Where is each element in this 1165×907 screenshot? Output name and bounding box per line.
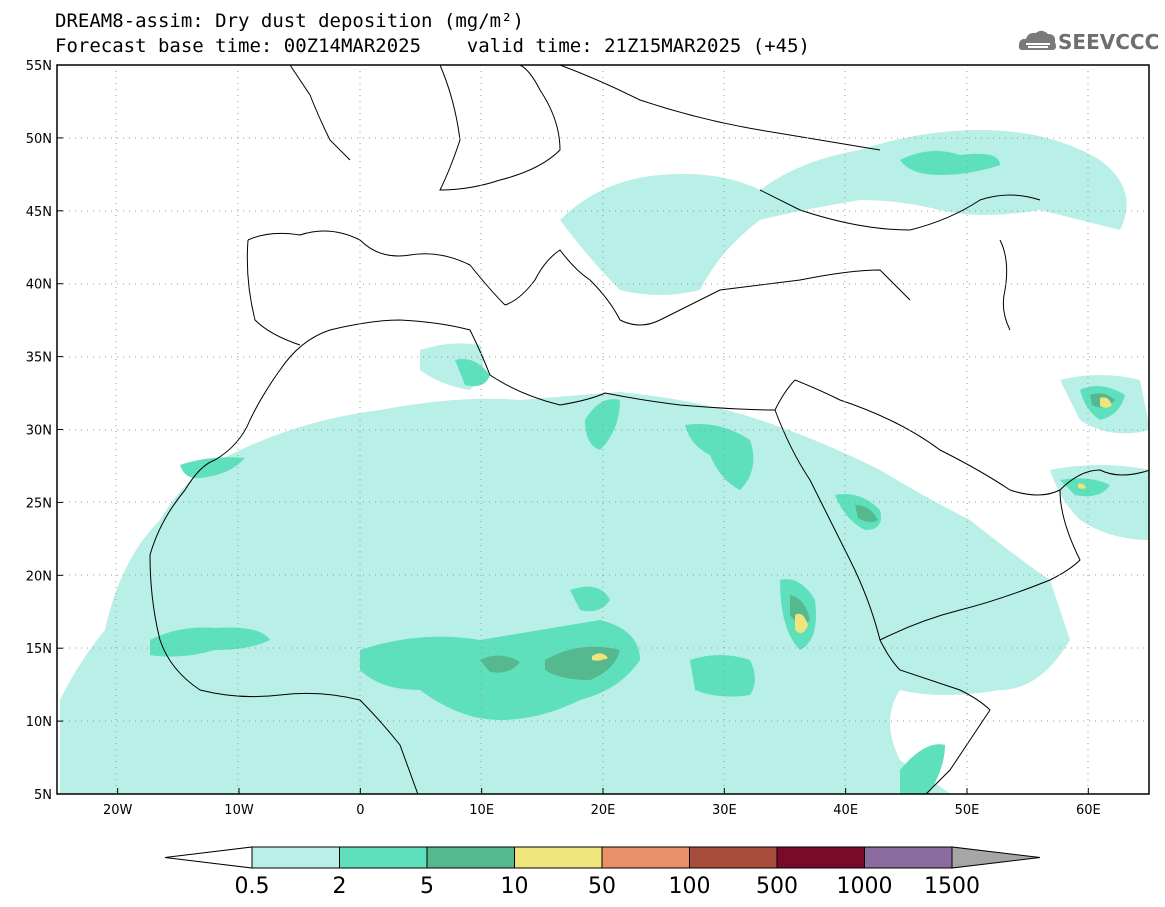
colorbar-label: 1500 <box>924 874 980 899</box>
colorbar-label: 5 <box>420 874 434 899</box>
colorbar-swatch <box>514 846 603 869</box>
colorbar-swatch <box>601 846 690 869</box>
lon-label: 60E <box>1076 803 1101 818</box>
colorbar-label: 0.5 <box>235 874 270 899</box>
lat-label: 50N <box>26 132 52 147</box>
colorbar-swatch <box>251 846 340 869</box>
colorbar-over-arrow <box>951 846 1041 869</box>
lat-label: 45N <box>26 205 52 220</box>
colorbar-swatch <box>426 846 515 869</box>
lat-label: 55N <box>26 59 52 74</box>
colorbar-under-arrow <box>164 846 253 869</box>
colorbar-swatch <box>689 846 778 869</box>
logo-text: SEEVCCC <box>1058 30 1160 54</box>
lat-label: 35N <box>26 351 52 366</box>
lat-label: 40N <box>26 278 52 293</box>
lon-label: 30E <box>712 803 737 818</box>
lon-label: 20W <box>103 803 133 818</box>
longitude-labels: 20W 10W 0 10E 20E 30E 40E 50E 60E <box>103 788 1101 818</box>
colorbar: 0.5 2 5 10 50 100 500 1000 1500 <box>164 846 1041 899</box>
lat-label: 30N <box>26 424 52 439</box>
graticule <box>57 65 1149 794</box>
colorbar-label: 100 <box>669 874 711 899</box>
colorbar-swatch <box>776 846 865 869</box>
colorbar-label: 10 <box>501 874 529 899</box>
lat-label: 15N <box>26 642 52 657</box>
lon-label: 20E <box>591 803 616 818</box>
colorbar-swatch <box>339 846 428 869</box>
colorbar-label: 50 <box>588 874 616 899</box>
colorbar-swatch <box>864 846 953 869</box>
coastlines <box>149 65 1149 794</box>
colorbar-label: 2 <box>333 874 347 899</box>
lat-label: 10N <box>26 715 52 730</box>
latitude-labels: 55N 50N 45N 40N 35N 30N 25N 20N 15N 10N 5N <box>26 59 63 803</box>
lon-label: 10W <box>224 803 254 818</box>
lat-label: 25N <box>26 496 52 511</box>
colorbar-label: 1000 <box>837 874 893 899</box>
lon-label: 50E <box>955 803 980 818</box>
dust-field <box>60 130 1149 794</box>
forecast-time-line: Forecast base time: 00Z14MAR2025 valid t… <box>55 35 810 57</box>
map-title: DREAM8-assim: Dry dust deposition (mg/m²… <box>55 10 524 32</box>
lon-label: 0 <box>356 803 364 818</box>
lat-label: 20N <box>26 569 52 584</box>
seevccc-logo-icon <box>1018 30 1056 50</box>
lon-label: 40E <box>833 803 858 818</box>
colorbar-label: 500 <box>756 874 798 899</box>
lon-label: 10E <box>469 803 494 818</box>
lat-label: 5N <box>34 788 52 803</box>
